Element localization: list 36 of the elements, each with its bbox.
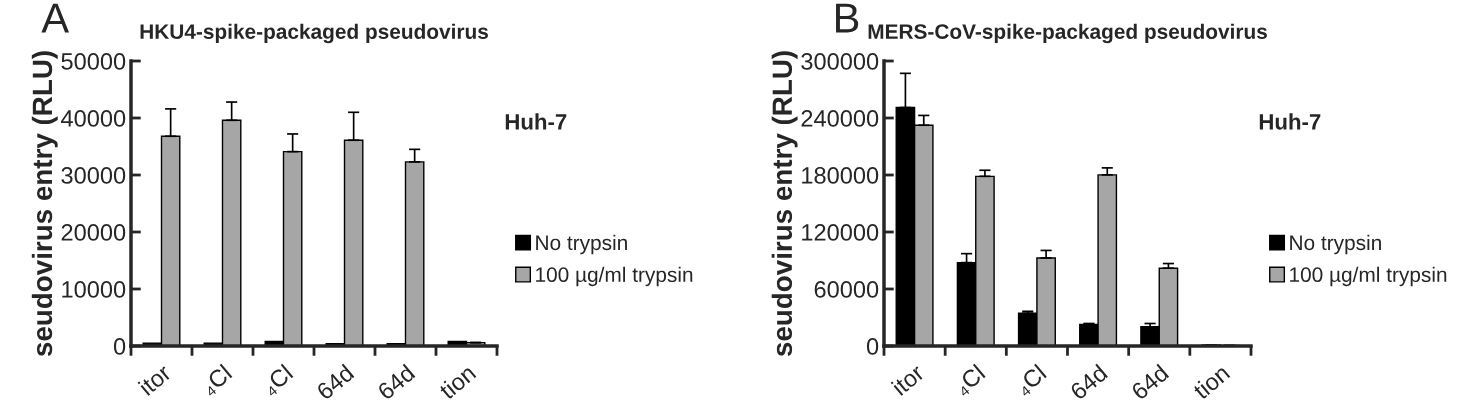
x-tick-label: 64d <box>315 363 355 400</box>
chart-title: HKU4-spike-packaged pseudovirus <box>140 23 488 44</box>
y-tick-label: 10000 <box>62 281 126 298</box>
y-tick-label: 60000 <box>814 281 879 298</box>
text: Huh-7 <box>1259 113 1321 130</box>
y-tick-label: 300000 <box>801 53 879 70</box>
text: Huh-7 <box>505 113 567 130</box>
y-tick-label: 40000 <box>61 110 126 127</box>
y-axis-title: seudovirus entry (RLU) <box>771 51 798 357</box>
legend-label: 100 µg/ml trypsin <box>536 266 693 287</box>
chart-title: MERS-CoV-spike-packaged pseudovirus <box>868 23 1267 44</box>
x-tick-label: 64d <box>376 363 416 400</box>
legend-label: No trypsin <box>536 234 627 255</box>
y-tick-label: 180000 <box>802 167 879 184</box>
x-tick-label: tion <box>1191 363 1231 400</box>
x-tick-label: 64d <box>1129 363 1170 400</box>
legend-label: No trypsin <box>1290 234 1381 255</box>
y-tick-label: 240000 <box>801 110 879 127</box>
y-tick-label: 50000 <box>61 53 126 70</box>
y-axis-title: seudovirus entry (RLU) <box>31 51 58 357</box>
legend-label: 100 µg/ml trypsin <box>1290 266 1447 287</box>
x-tick-label: ₄Cl <box>952 363 987 398</box>
x-tick-label: ₄Cl <box>198 363 234 398</box>
y-tick-label: 0 <box>866 338 879 355</box>
y-tick-label: 0 <box>113 338 126 355</box>
x-tick-label: itor <box>137 362 173 397</box>
x-tick-label: itor <box>890 362 926 397</box>
text: B <box>836 3 859 33</box>
y-tick-label: 20000 <box>61 224 126 241</box>
x-tick-label: 64d <box>1068 363 1109 400</box>
x-tick-label: ₄Cl <box>1013 363 1048 398</box>
y-tick-label: 30000 <box>61 167 126 184</box>
text: A <box>41 3 70 33</box>
x-tick-label: tion <box>437 363 477 400</box>
y-tick-label: 120000 <box>802 224 879 241</box>
x-tick-label: ₄Cl <box>259 363 295 398</box>
